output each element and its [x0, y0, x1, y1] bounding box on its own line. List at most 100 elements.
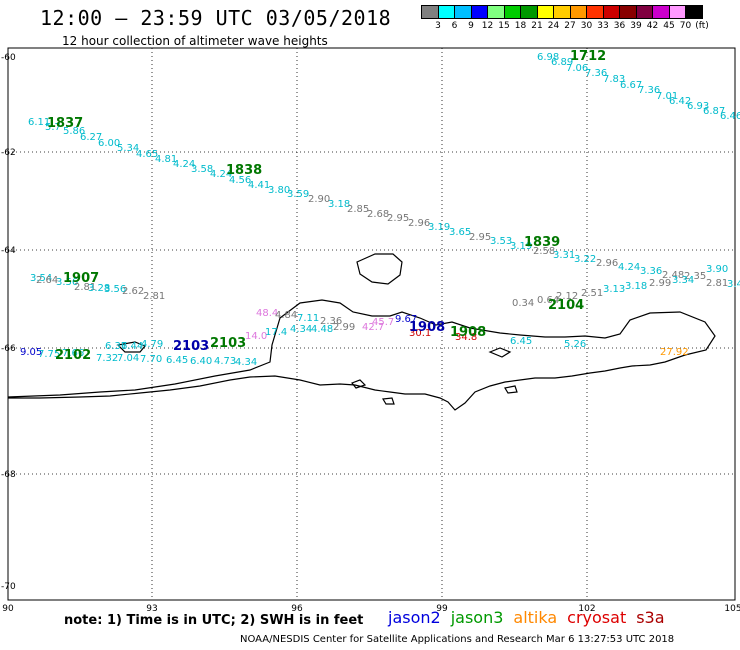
colorbar-label: 27: [564, 21, 576, 31]
wave-height-value: 34.8: [455, 332, 477, 343]
wave-height-value: 3.58: [191, 164, 213, 175]
latitude-label: -66: [1, 344, 16, 354]
colorbar-label: 9: [468, 21, 474, 31]
latitude-label: -70: [1, 582, 16, 592]
wave-height-value: 2.90: [308, 194, 330, 205]
wave-height-value: 3.59: [287, 189, 309, 200]
track-time-labels: 1837 1838 1839 1712 1907 2104 1908 1908 2103 2103…: [47, 49, 606, 363]
colorbar-swatch: [685, 5, 703, 19]
wave-height-value: 3.31: [553, 250, 575, 261]
wave-height-value: 6.45: [510, 336, 532, 347]
plot-frame: [7, 47, 736, 601]
wave-height-value: 3.49: [727, 279, 740, 290]
wave-height-value: 3.13: [603, 284, 625, 295]
wave-height-value: 6.27: [80, 132, 102, 143]
satellite-legend: jason2 jason3 altika cryosat s3a: [388, 608, 675, 627]
wave-height-value: 2.62: [122, 286, 144, 297]
wave-height-value: 2.35: [684, 271, 706, 282]
wave-height-value: 7.66: [62, 348, 84, 359]
colorbar-label: 24: [547, 21, 560, 31]
wave-height-value: 2.12: [556, 291, 578, 302]
wave-height-value: 3.34: [672, 275, 694, 286]
wave-height-value: 2.64: [36, 275, 58, 286]
track-time-label: 1908: [409, 320, 445, 335]
wave-height-value: 9.67: [395, 314, 417, 325]
wave-height-value: 4.34: [290, 324, 312, 335]
wave-height-value: 2.99: [333, 322, 355, 333]
satellite-legend-entry: altika: [513, 608, 558, 627]
longitude-label: 93: [146, 604, 157, 614]
wave-height-value: 3.22: [574, 254, 596, 265]
wave-height-value: 14.0: [245, 331, 267, 342]
colorbar-label: 21: [531, 21, 543, 31]
wave-height-value: 4.34: [235, 357, 257, 368]
colorbar-label: 39: [630, 21, 642, 31]
wave-height-value: 6.42: [669, 96, 691, 107]
map-subtitle: 12 hour collection of altimeter wave hei…: [62, 34, 328, 48]
colorbar-label: 36: [613, 21, 626, 31]
wave-height-value: 4.24: [210, 169, 232, 180]
track-time-label: 1838: [226, 163, 262, 178]
longitude-label: 96: [291, 604, 303, 614]
wave-height-value: 3.90: [706, 264, 728, 275]
wave-height-value: 2.48: [662, 270, 684, 281]
latitude-label: -64: [1, 246, 16, 256]
wave-height-value: 9.05: [20, 347, 42, 358]
wave-height-value: 7.04: [117, 353, 139, 364]
colorbar-label: 33: [597, 21, 609, 31]
wave-height-value: 4.81: [155, 154, 177, 165]
wave-height-value: 0.34: [512, 298, 534, 309]
wave-height-value: 2.96: [596, 258, 618, 269]
longitude-label: 105: [724, 604, 740, 614]
wave-height-value: 3.54: [30, 273, 52, 284]
colorbar-label: 12: [481, 21, 494, 31]
latitude-label: -62: [1, 148, 16, 158]
wave-height-value: 5.7: [45, 122, 61, 133]
wave-height-value: 7.36: [638, 85, 660, 96]
wave-height-value: 7.70: [140, 354, 162, 365]
wave-height-value: 6.67: [620, 80, 642, 91]
wave-height-value: 0.64: [537, 295, 559, 306]
wave-height-value: 4.41: [248, 180, 270, 191]
wave-height-value: 7.83: [603, 74, 625, 85]
wave-height-value: 6.44: [121, 341, 143, 352]
wave-height-value: 42.7: [362, 322, 384, 333]
track-time-label: 2103: [210, 336, 246, 351]
wave-height-value: 2.58: [533, 246, 555, 257]
colorbar-label: 70: [679, 21, 692, 31]
colorbar-label: 30: [580, 21, 593, 31]
wave-height-value: 45.7: [372, 317, 394, 328]
wave-height-value: 4.24: [618, 262, 640, 273]
wave-height-value: 7.75: [38, 349, 60, 360]
colorbar-label: 18: [514, 21, 527, 31]
wave-height-value: 2.81: [74, 282, 96, 293]
wave-height-value: 2.95: [469, 232, 491, 243]
track-time-label: 2102: [55, 348, 91, 363]
antarctic-coastline: [7, 253, 716, 411]
colorbar-label: 15: [498, 21, 510, 31]
wave-height-value: 3.53: [490, 236, 512, 247]
wave-height-value: 7.06: [566, 63, 588, 74]
longitude-label: 99: [436, 604, 448, 614]
satellite-legend-entry: cryosat: [567, 608, 627, 627]
wave-height-value: 2.81: [143, 291, 165, 302]
satellite-legend-entry: jason2: [388, 608, 441, 627]
wave-height-value: 4.56: [229, 175, 251, 186]
wave-height-value: 2.81: [706, 278, 728, 289]
wave-height-value: 3.19: [510, 241, 532, 252]
colorbar-label: 45: [663, 21, 675, 31]
wave-height-value: 3.80: [268, 185, 290, 196]
wave-height-value: 6.00: [98, 138, 120, 149]
wave-height-value: 4.48: [311, 324, 333, 335]
wave-height-value: 3.28: [88, 283, 110, 294]
wave-height-value: 4.65: [136, 149, 158, 160]
wave-height-value: 48.4: [256, 308, 278, 319]
colorbar-label: (ft): [695, 21, 709, 31]
wave-height-value: 3.18: [625, 281, 647, 292]
wave-height-value: 30.1: [409, 328, 431, 339]
colorbar-label: 3: [435, 21, 441, 31]
wave-height-value: 6.46: [720, 111, 740, 122]
wave-height-value: 3.56: [56, 277, 78, 288]
track-time-label: 1907: [63, 271, 99, 286]
wave-height-value: 2.95: [387, 213, 409, 224]
